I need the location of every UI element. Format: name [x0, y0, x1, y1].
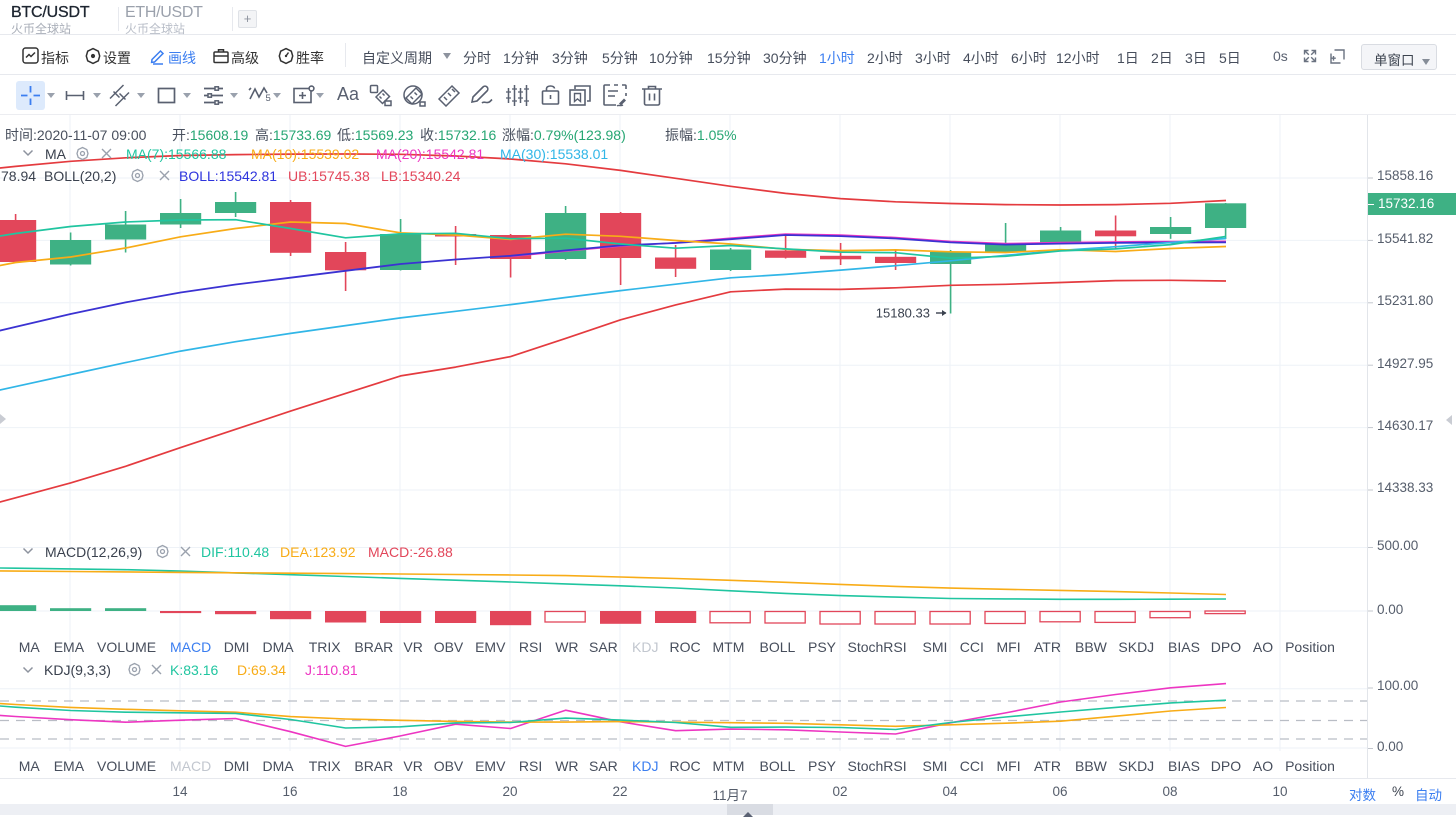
svg-text:5: 5	[266, 93, 271, 104]
svg-text:15180.33: 15180.33	[876, 306, 930, 321]
